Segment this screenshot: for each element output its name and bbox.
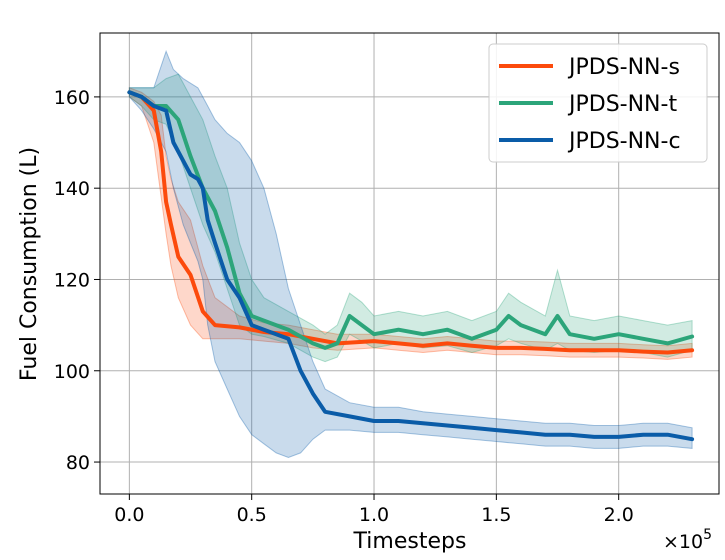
plot-frame — [99, 32, 720, 495]
x-tick-label: 1.5 — [481, 504, 511, 526]
y-tick-label: 80 — [66, 452, 90, 474]
y-axis-label: Fuel Consumption (L) — [17, 147, 42, 381]
y-tick-label: 140 — [54, 178, 90, 200]
x-axis-label: Timesteps — [353, 529, 467, 554]
x-axis-multiplier: ×105 — [663, 527, 712, 553]
series-lines — [127, 90, 695, 442]
legend-label-jpds-nn-t: JPDS-NN-t — [567, 92, 677, 117]
confidence-bands — [128, 49, 693, 459]
legend-label-jpds-nn-s: JPDS-NN-s — [567, 55, 680, 80]
legend-label-jpds-nn-c: JPDS-NN-c — [567, 129, 681, 154]
x-tick-label: 1.0 — [359, 504, 389, 526]
x-tick-label: 0.5 — [237, 504, 267, 526]
y-tick-label: 160 — [54, 87, 90, 109]
x-tick-label: 0.0 — [114, 504, 144, 526]
y-tick-label: 100 — [54, 361, 90, 383]
x-multiplier-exponent: 5 — [703, 527, 712, 543]
band-jpds-nn-c — [128, 49, 693, 459]
band-jpds-nn-s — [128, 87, 693, 360]
y-tick-label: 120 — [54, 269, 90, 291]
x-multiplier-base: ×10 — [663, 531, 703, 553]
x-tick-label: 2.0 — [604, 504, 634, 526]
line-jpds-nn-c — [127, 90, 695, 442]
line-jpds-nn-t — [127, 90, 695, 350]
axis-ticks: 0.0 0.5 1.0 1.5 2.0 80 100 120 140 160 — [54, 87, 634, 526]
legend: JPDS-NN-s JPDS-NN-t JPDS-NN-c — [488, 43, 708, 163]
legend-box — [488, 43, 708, 163]
